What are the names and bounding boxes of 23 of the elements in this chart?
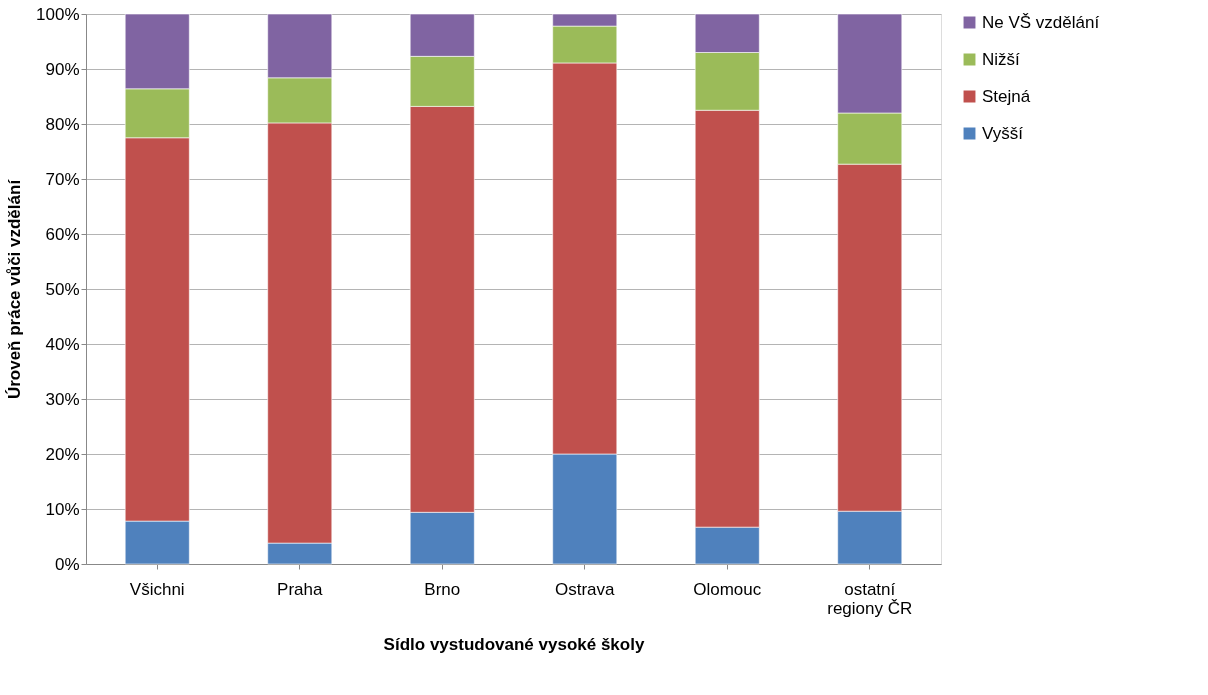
legend-label: Ne VŠ vzdělání [982, 12, 1100, 32]
y-tick-label: 40% [45, 334, 80, 354]
y-tick-label: 0% [54, 554, 80, 574]
y-tick-label: 80% [45, 114, 80, 134]
legend-label: Stejná [982, 86, 1031, 106]
y-axis-title: Úroveň práce vůči vzdělání [5, 178, 25, 400]
y-tick-label: 20% [45, 444, 80, 464]
y-tick-label: 50% [45, 279, 80, 299]
x-tick-label: ostatní regiony ČR [827, 579, 913, 618]
legend-label: Nižší [982, 49, 1021, 69]
y-tick-label: 90% [45, 59, 80, 79]
y-tick-label: 30% [45, 389, 80, 409]
legend-label: Vyšší [982, 123, 1024, 143]
x-tick-label: Brno [424, 579, 461, 599]
x-tick-label: Ostrava [554, 579, 616, 599]
y-tick-label: 70% [45, 169, 80, 189]
x-tick-label: Praha [277, 579, 323, 599]
y-tick-label: 100% [36, 4, 80, 24]
x-axis-title: Sídlo vystudované vysoké školy [383, 634, 645, 654]
x-tick-label: Všichni [129, 579, 185, 599]
y-tick-label: 60% [45, 224, 80, 244]
x-tick-label: Olomouc [693, 579, 762, 599]
y-tick-label: 10% [45, 499, 80, 519]
